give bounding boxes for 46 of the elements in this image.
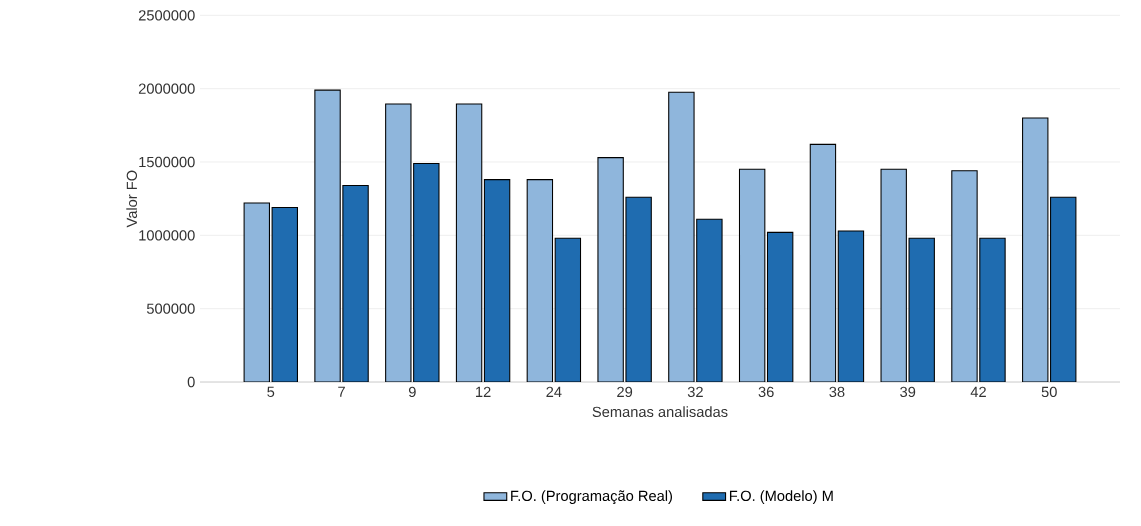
y-tick-label: 0 [187,376,195,388]
bar [766,231,794,382]
bar [738,168,766,382]
bar [385,103,412,382]
legend-label: F.O. (Modelo) M [729,490,833,504]
x-tick-label: 7 [338,386,345,397]
bar [243,202,270,382]
bar [837,230,865,382]
bar [526,179,554,382]
bar [908,237,935,382]
x-tick-label: 32 [687,386,703,398]
y-tick-label: 2000000 [138,83,195,94]
bar [951,170,978,382]
x-tick-label: 9 [408,386,416,398]
x-tick-label: 36 [758,386,774,398]
x-tick-label: 29 [617,386,633,398]
bar [554,237,582,382]
y-tick-label: 500000 [146,303,195,314]
bar [314,89,341,382]
x-tick-label: 42 [970,386,986,397]
legend-label: F.O. (Programação Real) [511,490,673,505]
x-axis-title: Semanas analisadas [592,406,728,418]
bar [483,179,511,382]
y-tick-label: 1000000 [139,230,195,241]
x-tick-label: 39 [900,386,916,398]
y-tick-label: 2500000 [138,10,195,21]
bar [668,91,695,382]
bar [271,206,298,382]
bar [342,184,369,382]
x-tick-label: 24 [546,386,562,397]
x-tick-label: 12 [476,386,491,397]
bar [1022,117,1049,382]
bar [696,218,723,382]
bar [880,168,907,382]
bar [979,237,1006,382]
y-tick-label: 1500000 [139,156,195,168]
bar [625,196,652,382]
bar [809,143,837,382]
y-axis-title: Valor FO [126,170,138,228]
bar [597,157,624,382]
x-tick-label: 5 [267,386,275,397]
bar [455,103,483,382]
x-tick-label: 38 [829,386,845,398]
x-tick-label: 50 [1041,386,1057,398]
bar [1050,196,1077,382]
bar [413,162,440,382]
